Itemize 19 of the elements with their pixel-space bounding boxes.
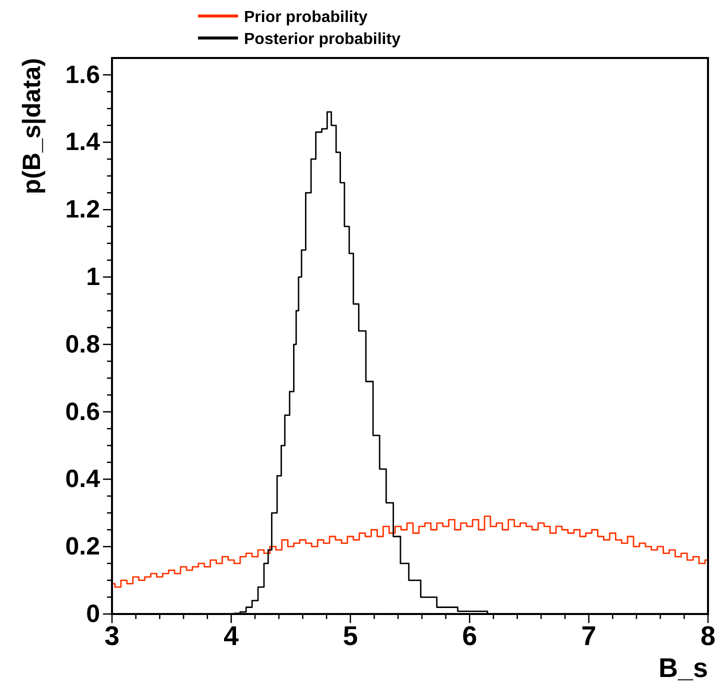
x-tick-label: 3 [104,621,120,652]
y-tick-label: 0 [86,600,100,628]
y-tick-label: 0.4 [65,465,100,494]
y-tick-label: 1.2 [65,196,100,224]
x-tick-label: 8 [700,621,716,652]
x-tick-label: 7 [581,621,596,652]
y-tick-label: 1.6 [65,60,100,89]
x-tick-label: 6 [462,621,478,652]
x-axis-title: B_s [658,653,708,683]
y-tick-label: 1.4 [65,128,100,156]
legend-label: Prior probability [244,9,368,26]
y-tick-label: 0.8 [65,330,100,358]
y-tick-label: 0.2 [65,532,100,561]
y-tick-label: 1 [86,263,100,292]
y-axis-title: p(B_s|data) [18,58,46,194]
y-tick-label: 0.6 [65,398,100,426]
x-tick-label: 4 [224,621,239,652]
x-tick-label: 5 [342,621,358,652]
legend-label: Posterior probability [244,31,401,48]
